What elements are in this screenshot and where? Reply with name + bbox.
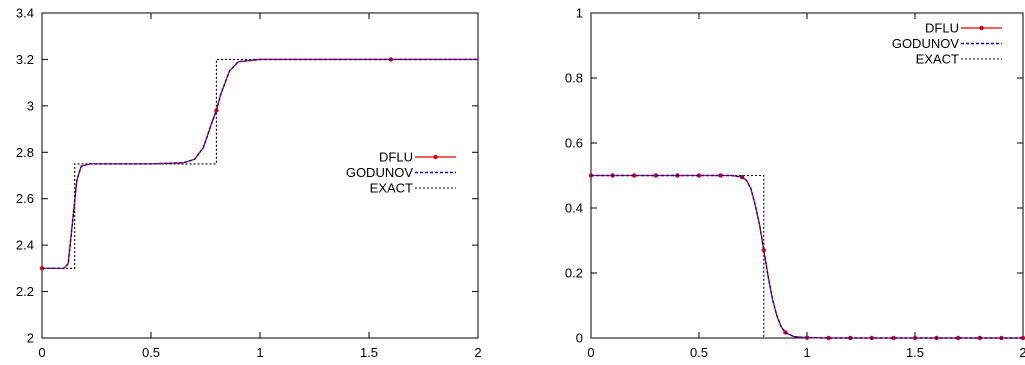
y-tick-label: 0 bbox=[576, 331, 583, 346]
legend-label-godunov: GODUNOV bbox=[892, 36, 960, 51]
y-tick-label: 3.4 bbox=[16, 6, 34, 21]
data-point-dflu bbox=[761, 248, 766, 253]
data-point-dflu bbox=[653, 173, 658, 178]
x-tick-label: 1.5 bbox=[906, 345, 924, 360]
y-tick-label: 0.8 bbox=[565, 71, 583, 86]
series-line-godunov bbox=[591, 174, 1023, 339]
legend-marker-dflu bbox=[433, 154, 438, 160]
chart-panel-1: 0 0.5 1 1.5 2 2 2.2 2.4 2.6 2.8 3 3.2 3.4 DFLUGODUNOV… bbox=[16, 6, 482, 361]
data-point-dflu bbox=[632, 173, 637, 178]
legend-marker-dflu bbox=[979, 25, 984, 31]
y-tick-label: 1 bbox=[576, 6, 583, 21]
series-line-godunov bbox=[42, 58, 478, 270]
legend-label-exact: EXACT bbox=[916, 52, 959, 67]
series-line-exact bbox=[591, 174, 1023, 339]
x-tick-label: 0.5 bbox=[690, 345, 708, 360]
x-tick-label: 1 bbox=[803, 345, 810, 360]
x-tick-label: 0.5 bbox=[142, 345, 160, 360]
data-point-dflu bbox=[1020, 335, 1025, 341]
data-point-dflu bbox=[956, 335, 961, 341]
y-tick-label: 3 bbox=[27, 98, 34, 113]
x-tick-label: 2 bbox=[474, 345, 481, 360]
x-tick-label: 0 bbox=[38, 345, 45, 360]
x-tick-label: 2 bbox=[1019, 345, 1025, 360]
series-line-dflu bbox=[591, 174, 1023, 339]
data-point-dflu bbox=[214, 108, 219, 113]
y-tick-label: 0.2 bbox=[565, 266, 583, 281]
data-point-dflu bbox=[891, 335, 896, 341]
data-point-dflu bbox=[718, 173, 723, 178]
data-point-dflu bbox=[826, 335, 831, 341]
y-tick-label: 2.4 bbox=[16, 238, 34, 253]
legend-label-dflu: DFLU bbox=[925, 21, 959, 36]
x-tick-label: 1 bbox=[256, 345, 263, 360]
y-tick-label: 2 bbox=[27, 331, 34, 346]
y-tick-label: 0.6 bbox=[565, 136, 583, 151]
legend-label-exact: EXACT bbox=[370, 181, 413, 196]
y-tick-label: 3.2 bbox=[16, 52, 34, 67]
x-tick-label: 1.5 bbox=[360, 345, 378, 360]
y-tick-label: 2.2 bbox=[16, 284, 34, 299]
y-tick-label: 0.4 bbox=[565, 201, 583, 216]
y-tick-label: 2.6 bbox=[16, 191, 34, 206]
legend-label-godunov: GODUNOV bbox=[346, 165, 414, 180]
y-tick-label: 2.8 bbox=[16, 145, 34, 160]
legend-label-dflu: DFLU bbox=[379, 150, 413, 165]
x-tick-label: 0 bbox=[587, 345, 594, 360]
